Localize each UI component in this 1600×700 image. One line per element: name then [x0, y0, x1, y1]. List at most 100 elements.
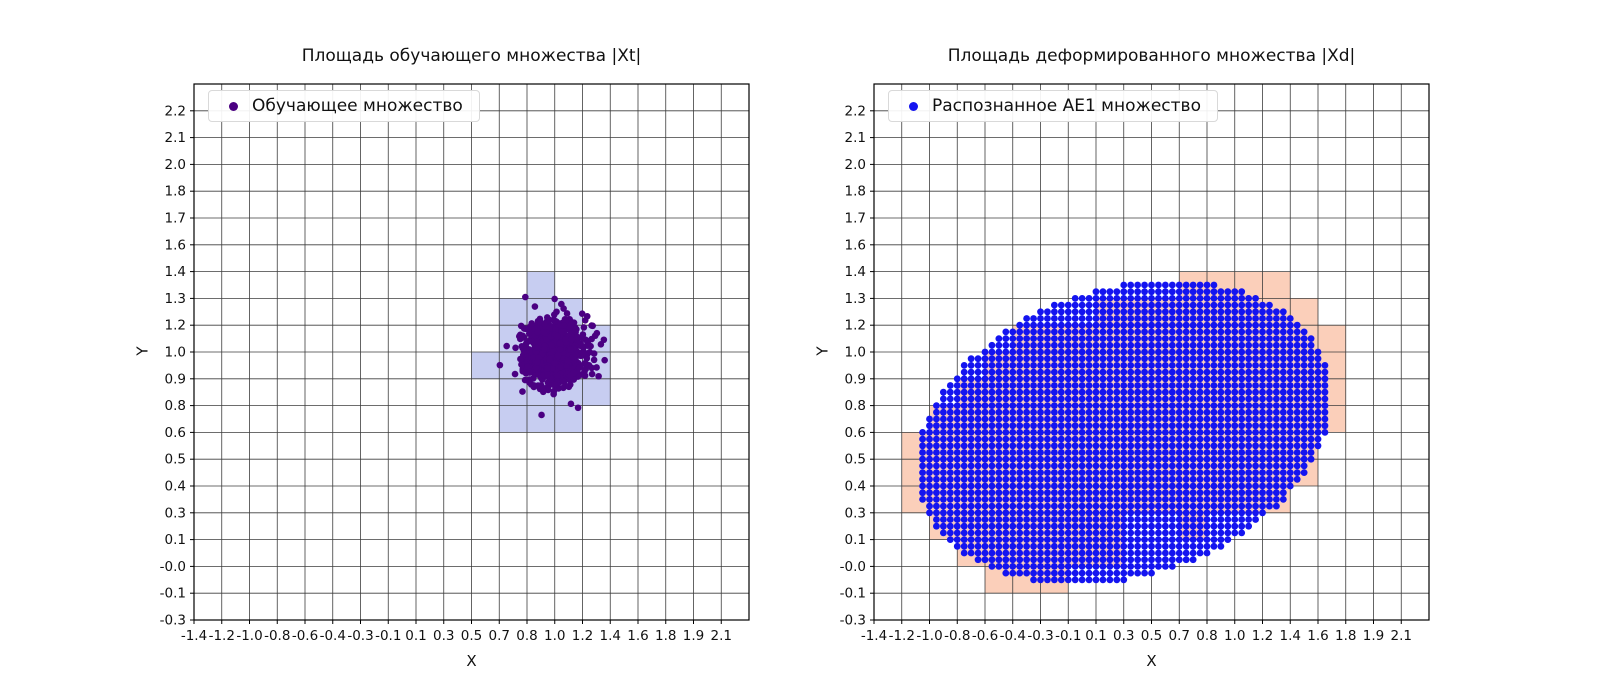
- data-point: [1127, 415, 1135, 423]
- data-point: [1168, 522, 1176, 530]
- data-point: [1113, 348, 1121, 356]
- data-point: [1245, 328, 1253, 336]
- y-tick-label: 1.3: [845, 291, 866, 307]
- data-point: [953, 516, 961, 523]
- data-point: [1148, 529, 1155, 537]
- data-point: [1057, 335, 1065, 342]
- data-point: [1155, 542, 1162, 550]
- data-point: [1259, 422, 1266, 430]
- data-point: [1175, 469, 1183, 476]
- data-point: [995, 482, 1003, 490]
- data-point: [1182, 321, 1190, 329]
- data-point: [988, 542, 996, 550]
- data-point: [1099, 422, 1107, 430]
- data-point: [1134, 422, 1142, 430]
- data-point: [1238, 522, 1246, 530]
- data-point: [1266, 335, 1273, 342]
- data-point: [1030, 442, 1037, 450]
- data-point: [1168, 563, 1176, 570]
- data-point: [953, 482, 961, 490]
- data-point: [1168, 469, 1176, 476]
- data-point: [1141, 516, 1148, 523]
- data-point: [1155, 556, 1162, 564]
- data-point: [1245, 348, 1253, 356]
- data-point: [1106, 482, 1114, 490]
- data-point: [974, 482, 982, 490]
- data-point: [1252, 408, 1259, 416]
- data-point: [1245, 516, 1253, 523]
- data-point: [1224, 415, 1232, 423]
- data-point: [981, 355, 989, 363]
- data-point: [1099, 462, 1107, 470]
- data-point: [1127, 509, 1135, 517]
- data-point: [960, 429, 968, 436]
- data-point: [933, 462, 940, 470]
- data-point: [591, 332, 599, 340]
- data-point: [1217, 469, 1225, 476]
- data-point: [1272, 402, 1280, 409]
- data-point: [1217, 435, 1225, 443]
- data-point: [1085, 402, 1093, 409]
- data-point: [1009, 355, 1017, 363]
- data-point: [995, 449, 1003, 456]
- data-point: [1141, 408, 1148, 416]
- right-legend-label: Распознанное AE1 множество: [932, 96, 1201, 116]
- data-point: [1245, 475, 1253, 483]
- data-point: [1272, 442, 1280, 450]
- data-point: [1016, 522, 1024, 530]
- y-tick-label: 1.0: [845, 345, 866, 361]
- data-point: [995, 435, 1003, 443]
- data-point: [1224, 522, 1232, 530]
- data-point: [1023, 542, 1031, 550]
- data-point: [1210, 308, 1218, 316]
- data-point: [1321, 362, 1329, 369]
- data-point: [1078, 308, 1086, 316]
- data-point: [1120, 415, 1128, 423]
- data-point: [953, 408, 961, 416]
- data-point: [1238, 368, 1246, 376]
- data-point: [1168, 315, 1176, 322]
- data-point: [960, 415, 968, 423]
- data-point: [960, 482, 968, 490]
- data-point: [1148, 442, 1155, 450]
- data-point: [1168, 388, 1176, 396]
- data-point: [960, 388, 968, 396]
- data-point: [1141, 529, 1148, 537]
- y-tick-label: 1.7: [165, 211, 186, 227]
- data-point: [1002, 355, 1010, 363]
- data-point: [1134, 496, 1142, 503]
- data-point: [1203, 362, 1211, 369]
- data-point: [1238, 288, 1246, 296]
- data-point: [1023, 462, 1031, 470]
- data-point: [1002, 509, 1010, 517]
- data-point: [1113, 522, 1121, 530]
- data-point: [1175, 449, 1183, 456]
- y-tick-label: -0.3: [160, 613, 186, 629]
- data-point: [1155, 449, 1162, 456]
- data-point: [548, 342, 555, 349]
- data-point: [1016, 355, 1024, 363]
- data-point: [1009, 382, 1017, 389]
- data-point: [1259, 388, 1266, 396]
- data-point: [551, 295, 558, 303]
- data-point: [1196, 449, 1204, 456]
- data-point: [967, 469, 975, 476]
- data-point: [1106, 449, 1114, 456]
- data-point: [1050, 435, 1058, 443]
- data-point: [960, 442, 968, 450]
- data-point: [1272, 415, 1280, 423]
- data-point: [995, 489, 1003, 497]
- data-point: [1252, 442, 1259, 450]
- data-point: [1044, 328, 1051, 336]
- data-point: [1279, 489, 1287, 497]
- data-point: [1050, 489, 1058, 497]
- y-tick-label: 1.8: [165, 184, 186, 200]
- data-point: [1037, 496, 1044, 503]
- data-point: [1085, 462, 1093, 470]
- data-point: [1272, 315, 1280, 322]
- data-point: [1155, 415, 1162, 423]
- data-point: [1252, 375, 1259, 383]
- data-point: [981, 442, 989, 450]
- data-point: [1286, 469, 1294, 476]
- data-point: [582, 360, 590, 368]
